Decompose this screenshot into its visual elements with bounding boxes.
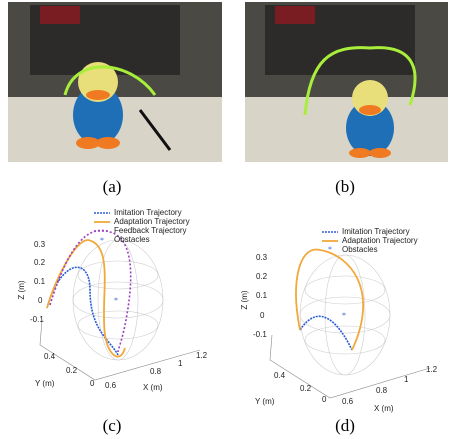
tick-label: 0.2: [34, 258, 46, 267]
photo-a: [8, 2, 222, 162]
tick-label: 1.2: [426, 365, 438, 374]
tick-label: 0.1: [34, 277, 46, 286]
axis-label: X (m): [143, 383, 163, 392]
plot-c: * * Imitation Trajectory Adaptation Traj…: [17, 208, 208, 392]
svg-text:*: *: [100, 236, 104, 245]
tick-label: 0.6: [105, 381, 117, 390]
tick-label: 0.2: [300, 384, 312, 393]
svg-text:*: *: [328, 245, 332, 254]
axis-label: X (m): [374, 404, 394, 413]
tick-label: 0.2: [256, 272, 268, 281]
legend-entry: Obstacles: [342, 245, 378, 254]
svg-text:*: *: [114, 296, 118, 305]
tick-label: 0.6: [342, 397, 354, 406]
axis-label: Y (m): [35, 379, 55, 388]
legend-entry: Adaptation Trajectory: [342, 236, 418, 245]
tick-label: 1: [404, 375, 409, 384]
panel-label: (b): [335, 177, 355, 196]
panel-label: (a): [103, 177, 122, 196]
tick-label: 0.4: [44, 352, 56, 361]
legend-entry: Adaptation Trajectory: [114, 217, 190, 226]
tick-label: 0.2: [66, 366, 78, 375]
legend-entry: Feedback Trajectory: [114, 226, 186, 235]
tick-label: 0: [260, 311, 265, 320]
tick-label: 0.8: [150, 367, 162, 376]
svg-text:*: *: [342, 311, 346, 320]
legend-entry: Imitation Trajectory: [114, 208, 182, 217]
figure: (a) (b) * * Imitation Trajectory Adaptat…: [0, 0, 450, 439]
plot-d: * * Imitation Trajectory Adaptation Traj…: [240, 227, 438, 413]
tick-label: -0.1: [253, 330, 267, 339]
tick-label: 0.4: [274, 371, 286, 380]
legend-entry: Obstacles: [114, 235, 150, 244]
tick-label: 0.3: [256, 253, 268, 262]
tick-label: 1.2: [196, 351, 208, 360]
photo-b: [245, 2, 448, 162]
axis-label: Z (m): [240, 290, 249, 309]
tick-label: 0: [90, 379, 95, 388]
panel-label: (d): [335, 416, 355, 435]
tick-label: 0.1: [256, 291, 268, 300]
tick-label: -0.1: [30, 315, 44, 324]
tick-label: 1: [178, 359, 183, 368]
panel-label: (c): [103, 416, 122, 435]
axis-label: Y (m): [255, 397, 275, 406]
tick-label: 0: [38, 296, 43, 305]
tick-label: 0.8: [376, 386, 388, 395]
legend-entry: Imitation Trajectory: [342, 227, 410, 236]
axis-label: Z (m): [17, 280, 26, 299]
tick-label: 0.3: [34, 240, 46, 249]
tick-label: 0: [322, 395, 327, 404]
